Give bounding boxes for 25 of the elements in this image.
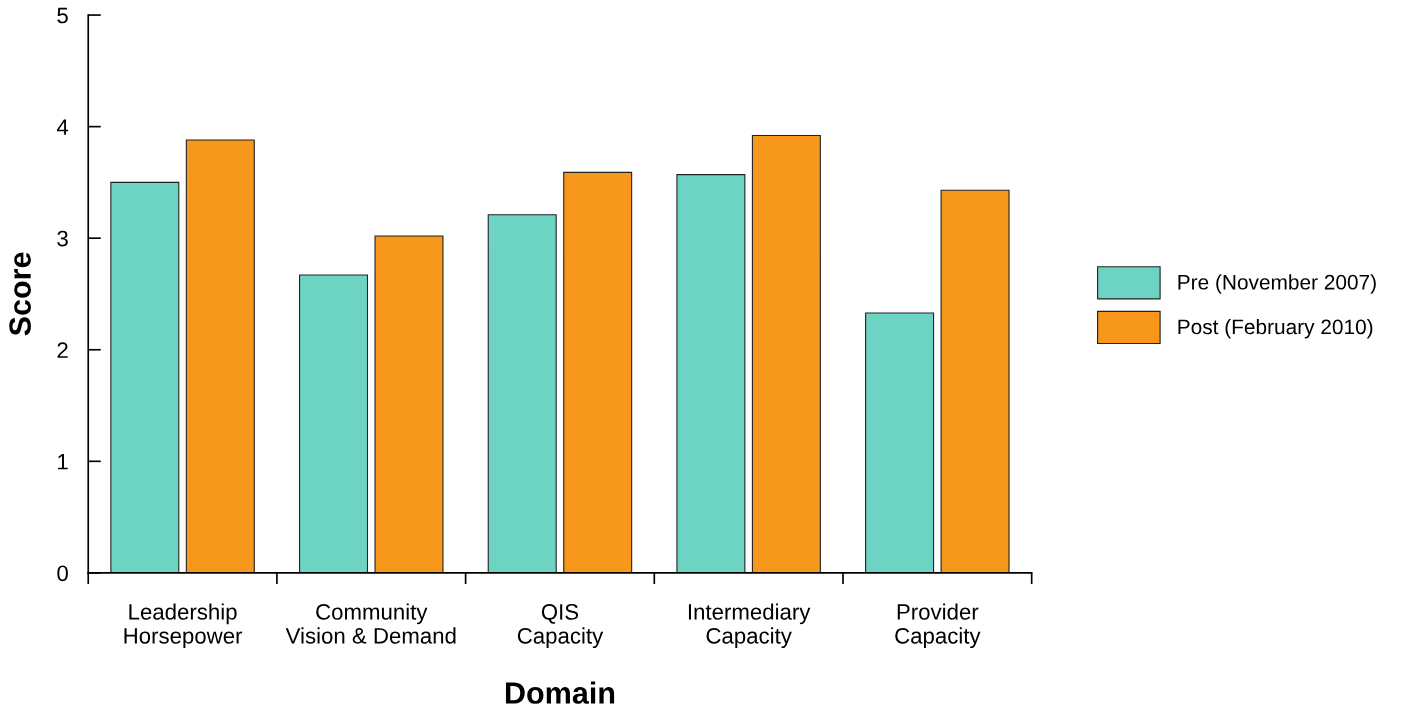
y-axis-title: Score bbox=[9, 252, 31, 336]
x-tick-label: Intermediary Capacity bbox=[688, 603, 811, 649]
bar bbox=[374, 235, 444, 573]
y-tick-label: 4 bbox=[56, 119, 69, 135]
legend-label: Pre (November 2007) bbox=[1178, 274, 1376, 294]
x-axis-title: Domain bbox=[505, 681, 615, 704]
bar bbox=[676, 174, 746, 573]
bar bbox=[751, 134, 821, 573]
x-tick-label: Leadership Horsepower bbox=[124, 603, 243, 649]
y-tick-label: 1 bbox=[58, 454, 68, 470]
y-tick-label: 0 bbox=[57, 565, 68, 582]
bar bbox=[110, 181, 180, 573]
x-tick-label: Community Vision & Demand bbox=[285, 603, 456, 644]
bar bbox=[185, 139, 255, 573]
bar bbox=[940, 189, 1010, 573]
x-tick-label: Provider Capacity bbox=[895, 603, 981, 649]
bar bbox=[563, 171, 633, 573]
bar bbox=[865, 312, 935, 573]
legend-label: Post (February 2010) bbox=[1178, 318, 1373, 339]
y-tick-label: 3 bbox=[57, 230, 68, 247]
bar bbox=[299, 274, 369, 573]
y-tick-label: 5 bbox=[57, 7, 68, 24]
x-tick-label: QIS Capacity bbox=[517, 604, 604, 649]
bar bbox=[487, 214, 557, 573]
y-tick-label: 2 bbox=[57, 342, 68, 358]
